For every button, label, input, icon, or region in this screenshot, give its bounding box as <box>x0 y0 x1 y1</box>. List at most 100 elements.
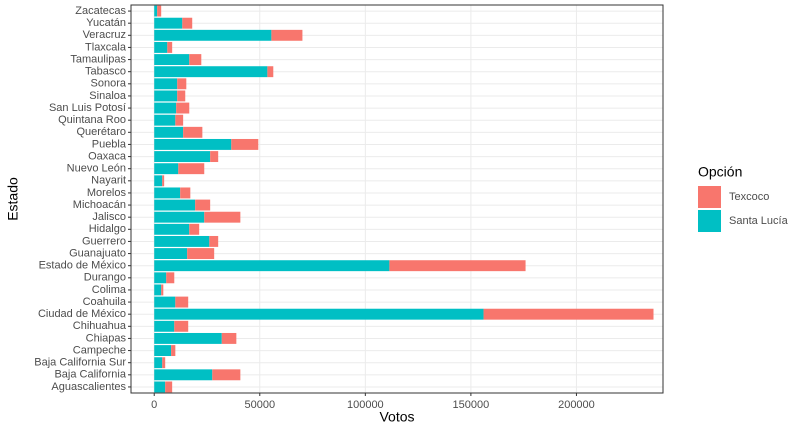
bars <box>154 5 654 393</box>
bar-segment <box>180 187 191 199</box>
y-tick-label: Quintana Roo <box>58 114 126 126</box>
bar-segment <box>189 223 200 235</box>
y-tick-label: Coahuila <box>83 296 127 308</box>
bar-segment <box>154 54 190 66</box>
bar-segment <box>154 5 158 17</box>
bar-segment <box>221 332 237 344</box>
bar-segment <box>212 369 241 381</box>
bar-segment <box>154 381 166 393</box>
bar-segment <box>389 260 526 272</box>
bar-segment <box>161 284 164 296</box>
bar-segment <box>154 332 222 344</box>
y-tick-label: Chiapas <box>86 332 127 344</box>
bar-segment <box>154 260 390 272</box>
panel-border <box>130 4 664 394</box>
bar-segment <box>154 41 168 53</box>
x-tick-label: 150000 <box>453 399 490 411</box>
y-tick-label: Guanajuato <box>69 247 126 259</box>
y-tick-label: Baja California Sur <box>34 357 126 369</box>
bar-segment <box>154 29 272 41</box>
bar-segment <box>271 29 303 41</box>
y-tick-label: Puebla <box>92 138 127 150</box>
bar-segment <box>162 357 166 369</box>
bar-segment <box>183 126 203 138</box>
bar-segment <box>154 78 178 90</box>
bar-segment <box>154 17 183 29</box>
y-tick-label: Aguascalientes <box>51 381 126 393</box>
bar-segment <box>154 320 175 332</box>
bar-segment <box>154 211 205 223</box>
bar-segment <box>154 223 190 235</box>
x-tick-label: 200000 <box>558 399 595 411</box>
y-tick-label: Tlaxcala <box>85 41 127 53</box>
x-axis-title: Votos <box>379 409 414 425</box>
bar-segment <box>154 248 188 260</box>
y-tick-label: San Luis Potosí <box>49 102 126 114</box>
y-tick-label: Chihuahua <box>73 320 127 332</box>
bar-segment <box>171 345 176 357</box>
y-tick-label: Yucatán <box>86 17 126 29</box>
bar-segment <box>177 78 187 90</box>
x-tick-label: 50000 <box>244 399 275 411</box>
bar-segment <box>154 199 196 211</box>
bar-segment <box>154 308 484 320</box>
bar-segment <box>154 138 232 150</box>
y-tick-label: Michoacán <box>73 199 126 211</box>
bar-segment <box>210 151 219 163</box>
bar-segment <box>162 175 165 187</box>
bar-segment <box>167 41 173 53</box>
bar-segment <box>154 284 162 296</box>
y-tick-label: Tabasco <box>85 66 126 78</box>
grid <box>131 5 663 393</box>
y-tick-label: Zacatecas <box>75 5 126 17</box>
bar-segment <box>154 102 177 114</box>
y-tick-label: Estado de México <box>39 260 126 272</box>
x-tick-label: 0 <box>151 399 157 411</box>
y-tick-label: Morelos <box>87 187 127 199</box>
y-tick-label: Querétaro <box>76 126 126 138</box>
bar-segment <box>189 54 202 66</box>
y-tick-label: Guerrero <box>82 235 126 247</box>
y-tick-label: Campeche <box>73 344 126 356</box>
legend-key <box>698 186 721 208</box>
bar-segment <box>154 151 211 163</box>
bar-segment <box>166 272 175 284</box>
y-tick-label: Colima <box>92 284 127 296</box>
bar-segment <box>154 357 163 369</box>
bar-segment <box>154 345 172 357</box>
bar-segment <box>175 296 189 308</box>
y-tick-label: Sinaloa <box>89 90 127 102</box>
y-tick-label: Jalisco <box>92 211 126 223</box>
bar-segment <box>182 17 193 29</box>
y-tick-label: Hidalgo <box>89 223 126 235</box>
bar-segment <box>154 163 179 175</box>
y-tick-label: Ciudad de México <box>38 308 126 320</box>
bar-segment <box>204 211 241 223</box>
bar-segment <box>165 381 173 393</box>
bar-segment <box>154 235 210 247</box>
bar-segment <box>187 248 215 260</box>
y-tick-label: Nayarit <box>91 175 126 187</box>
bar-segment <box>231 138 259 150</box>
legend-label: Santa Lucía <box>729 215 789 227</box>
bar-segment <box>209 235 219 247</box>
bar-segment <box>154 114 176 126</box>
bar-segment <box>154 175 163 187</box>
bar-segment <box>154 126 184 138</box>
bar-segment <box>176 102 190 114</box>
bar-segment <box>267 66 274 78</box>
bar-segment <box>157 5 162 17</box>
bar-segment <box>195 199 211 211</box>
legend-title: Opción <box>698 164 742 180</box>
y-tick-label: Oaxaca <box>88 150 127 162</box>
bar-segment <box>483 308 654 320</box>
bar-segment <box>177 90 186 102</box>
bar-segment <box>154 90 178 102</box>
legend-key <box>698 210 721 232</box>
legend-label: Texcoco <box>729 191 769 203</box>
bar-segment <box>175 114 184 126</box>
y-tick-label: Durango <box>84 272 126 284</box>
y-tick-label: Baja California <box>54 369 126 381</box>
bar-segment <box>174 320 189 332</box>
